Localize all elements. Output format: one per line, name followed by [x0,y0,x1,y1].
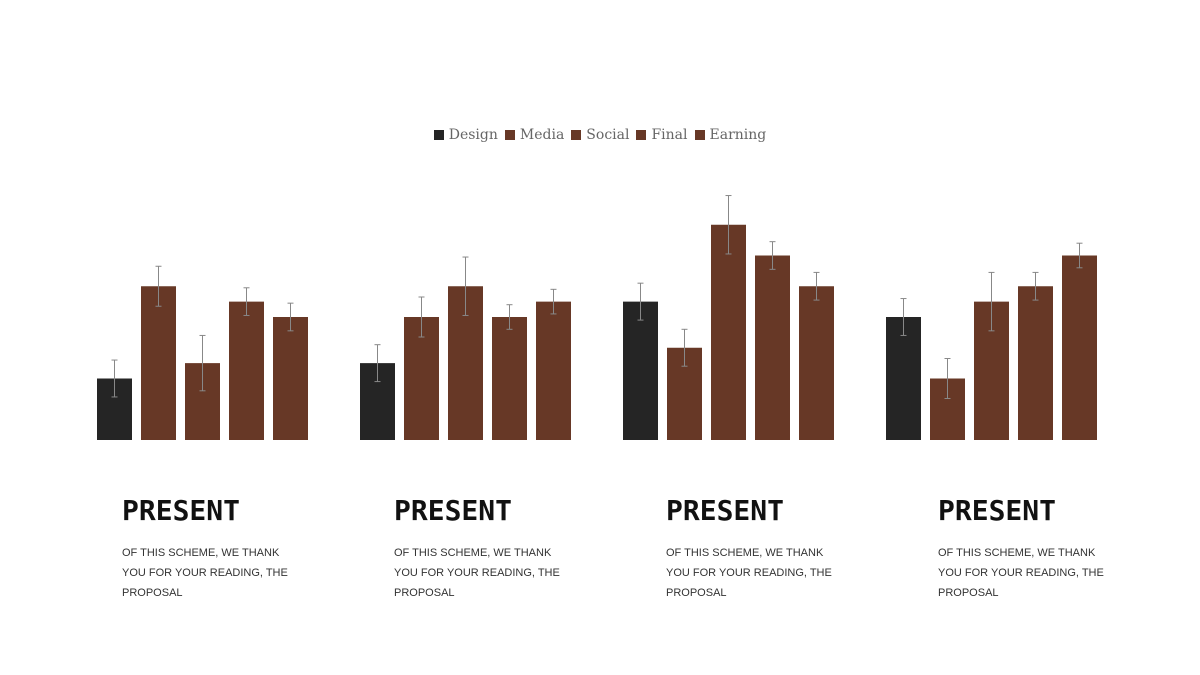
card-text: OF THIS SCHEME, WE THANK YOU FOR YOUR RE… [666,547,832,599]
legend-swatch [433,130,444,140]
legend-item: Social [571,127,629,143]
legend-item: Media [504,127,565,143]
legend-label: Social [586,127,630,143]
card: PRESENT OF THIS SCHEME, WE THANK YOU FOR … [122,494,302,603]
legend-label: Media [519,127,565,143]
bar [886,317,921,440]
legend-swatch [504,130,515,140]
bar [711,224,746,440]
legend-swatch [571,130,582,140]
bar [623,301,658,440]
legend-label: Design [448,127,498,143]
bar [404,317,439,440]
legend-label: Earning [709,127,767,143]
card: PRESENT OF THIS SCHEME, WE THANK YOU FOR … [394,494,574,603]
bar [755,255,790,440]
bar [799,286,834,440]
card-text: OF THIS SCHEME, WE THANK YOU FOR YOUR RE… [938,547,1104,599]
bar [492,317,527,440]
bar [141,286,176,440]
legend-label: Final [651,127,688,143]
legend-item: Design [433,127,498,143]
card-title: PRESENT [394,494,513,527]
legend-item: Final [636,127,688,143]
card-title: PRESENT [938,494,1057,527]
bar [273,317,308,440]
legend-item: Earning [694,127,767,143]
bar [1062,255,1097,440]
card-text: OF THIS SCHEME, WE THANK YOU FOR YOUR RE… [394,547,560,599]
card: PRESENT OF THIS SCHEME, WE THANK YOU FOR … [938,494,1118,603]
legend: Design Media Social Final Earning [0,127,1200,143]
legend-swatch [636,130,647,140]
card-title: PRESENT [666,494,785,527]
bar [536,301,571,440]
card: PRESENT OF THIS SCHEME, WE THANK YOU FOR … [666,494,846,603]
bar [1018,286,1053,440]
card-title: PRESENT [122,494,241,527]
card-text: OF THIS SCHEME, WE THANK YOU FOR YOUR RE… [122,547,288,599]
bar [229,301,264,440]
legend-swatch [694,130,705,140]
